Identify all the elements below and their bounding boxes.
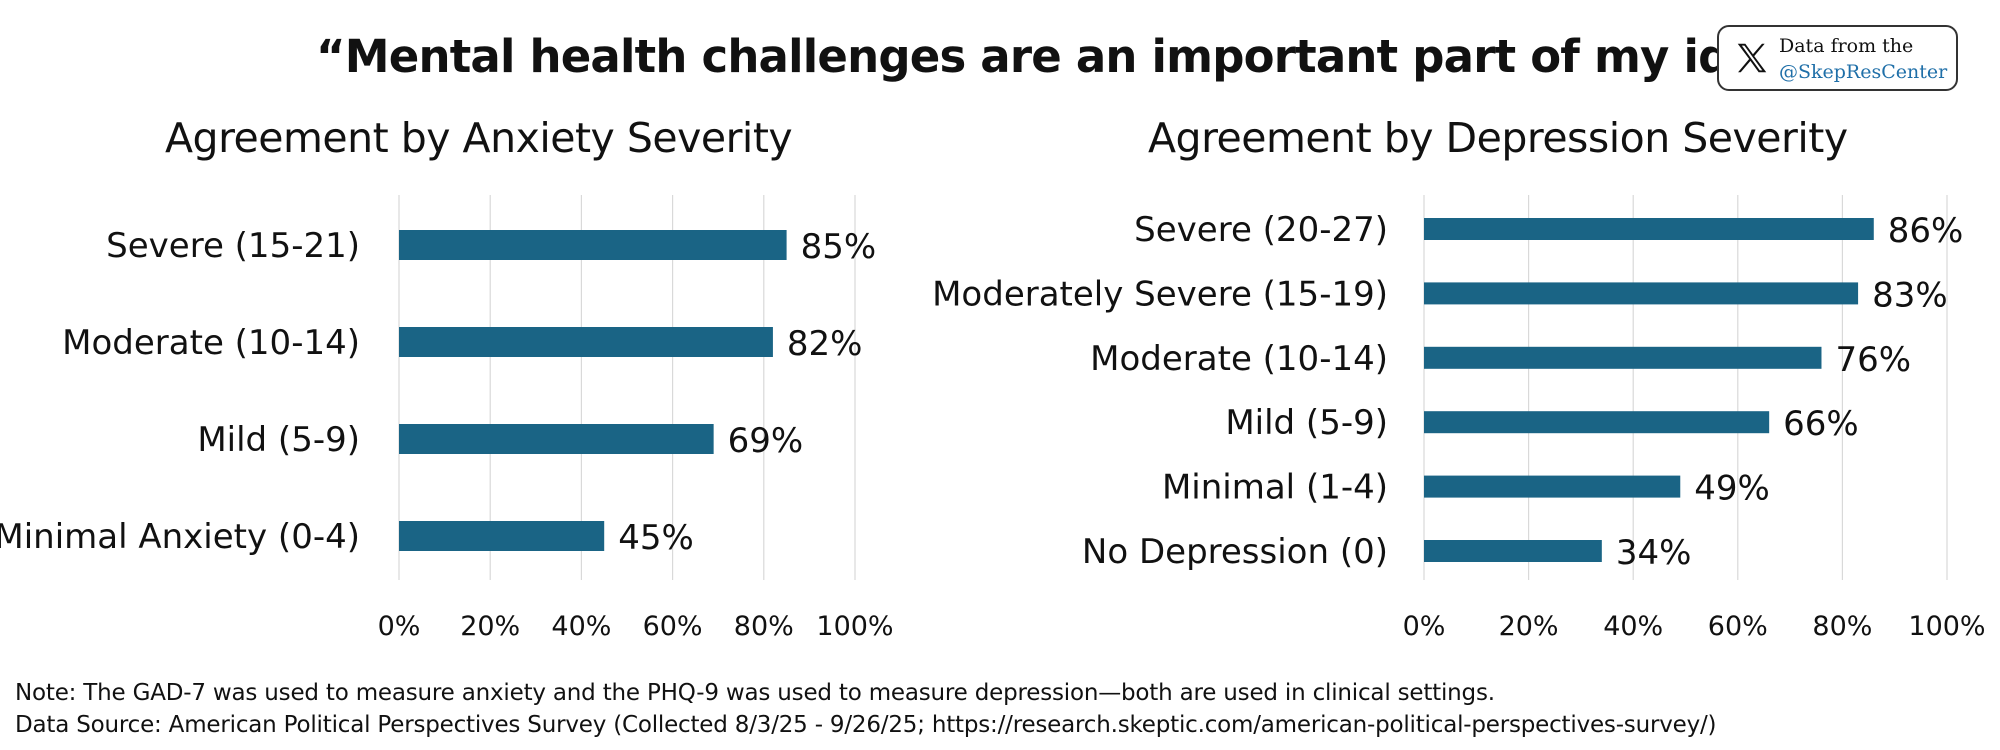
depression-value-label: 86%	[1888, 211, 1964, 251]
badge-handle[interactable]: @SkepResCenter	[1779, 61, 1948, 83]
depression-x-tick-label: 20%	[1499, 611, 1559, 642]
x-logo-icon	[1737, 43, 1767, 73]
anxiety-value-label: 85%	[801, 227, 877, 267]
anxiety-category-label: Minimal Anxiety (0-4)	[0, 517, 360, 557]
anxiety-x-tick-label: 20%	[460, 611, 520, 642]
anxiety-value-label: 82%	[787, 324, 863, 364]
badge-caption: Data from the	[1779, 35, 1914, 57]
depression-chart-title: Agreement by Depression Severity	[1148, 114, 1848, 162]
depression-category-label: Mild (5-9)	[1225, 403, 1388, 443]
depression-value-label: 83%	[1872, 275, 1948, 315]
anxiety-bar	[399, 424, 714, 454]
anxiety-bar	[399, 327, 773, 357]
footer-note: Note: The GAD-7 was used to measure anxi…	[15, 680, 1495, 706]
depression-category-label: No Depression (0)	[1082, 532, 1388, 572]
depression-category-label: Moderately Severe (15-19)	[932, 274, 1388, 314]
depression-category-label: Minimal (1-4)	[1162, 468, 1388, 508]
source-badge[interactable]: Data from the @SkepResCenter	[1717, 25, 1958, 91]
footer-source: Data Source: American Political Perspect…	[15, 712, 1717, 738]
depression-category-label: Moderate (10-14)	[1090, 339, 1388, 379]
depression-value-label: 49%	[1694, 469, 1770, 509]
anxiety-x-tick-label: 80%	[734, 611, 794, 642]
anxiety-x-tick-label: 100%	[816, 611, 893, 642]
depression-x-tick-label: 80%	[1812, 611, 1872, 642]
depression-bar	[1424, 411, 1770, 434]
anxiety-x-tick-label: 0%	[378, 611, 421, 642]
anxiety-bar	[399, 230, 787, 260]
depression-bar	[1424, 218, 1874, 240]
anxiety-x-tick-label: 40%	[551, 611, 611, 642]
depression-value-label: 76%	[1835, 340, 1911, 380]
depression-bar	[1424, 282, 1859, 305]
depression-x-tick-label: 0%	[1403, 611, 1446, 642]
depression-x-tick-label: 60%	[1708, 611, 1768, 642]
depression-bar	[1424, 475, 1681, 498]
main-title: “Mental health challenges are an importa…	[316, 30, 1917, 83]
anxiety-x-tick-label: 60%	[643, 611, 703, 642]
depression-bar	[1424, 540, 1602, 562]
anxiety-chart-title: Agreement by Anxiety Severity	[165, 114, 793, 162]
depression-value-label: 66%	[1783, 404, 1859, 444]
anxiety-category-label: Mild (5-9)	[197, 420, 360, 460]
anxiety-value-label: 45%	[618, 518, 694, 558]
anxiety-bar	[399, 521, 605, 551]
anxiety-value-label: 69%	[728, 421, 804, 461]
depression-x-tick-label: 40%	[1603, 611, 1663, 642]
depression-category-label: Severe (20-27)	[1134, 210, 1388, 250]
depression-value-label: 34%	[1616, 533, 1692, 573]
depression-bar	[1424, 346, 1822, 369]
anxiety-category-label: Moderate (10-14)	[62, 323, 360, 363]
depression-x-tick-label: 100%	[1908, 611, 1985, 642]
anxiety-category-label: Severe (15-21)	[106, 226, 360, 266]
